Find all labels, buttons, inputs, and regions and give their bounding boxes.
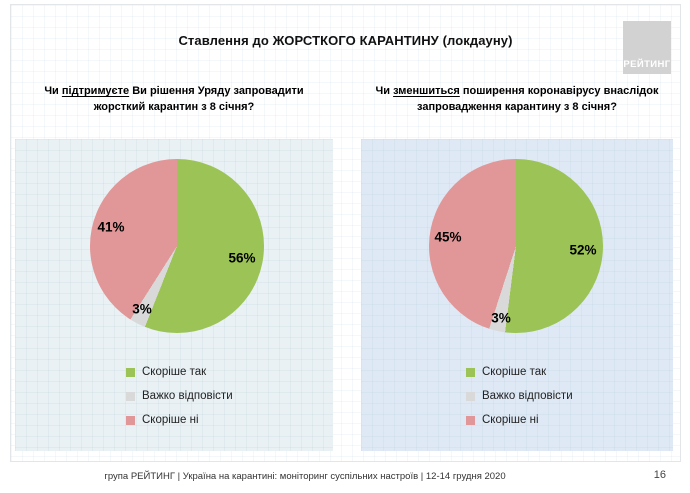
pie-label-no: 41%	[97, 219, 125, 235]
legend-item-no: Скоріше ні	[126, 414, 233, 426]
legend-item-no: Скоріше ні	[466, 414, 573, 426]
question-left-line2: жорсткий карантин з 8 січня?	[93, 101, 255, 113]
slide: Ставлення до ЖОРСТКОГО КАРАНТИНУ (локдау…	[10, 4, 681, 462]
legend-left: Скоріше так Важко відповісти Скоріше ні	[126, 366, 233, 426]
question-right-line2: запровадження карантину з 8 січня?	[417, 101, 617, 113]
question-left-underlined: підтримуєте	[61, 85, 130, 97]
question-title-left: Чи підтримуєте Ви рішення Уряду запровад…	[15, 83, 333, 115]
legend-label-hard: Важко відповісти	[482, 390, 573, 402]
footer-source-text: група РЕЙТИНГ | Україна на карантині: мо…	[104, 471, 506, 482]
page-number: 16	[653, 469, 666, 481]
question-left-line1: Чи підтримуєте Ви рішення Уряду запровад…	[15, 83, 333, 99]
legend-swatch-hard	[126, 391, 135, 401]
pie-chart-left	[90, 159, 264, 333]
legend-label-hard: Важко відповісти	[142, 390, 233, 402]
pie-label-hard: 3%	[132, 301, 152, 317]
question-right-line1: Чи зменшиться поширення коронавірусу вна…	[361, 83, 673, 99]
question-title-right: Чи зменшиться поширення коронавірусу вна…	[361, 83, 673, 115]
legend-right: Скоріше так Важко відповісти Скоріше ні	[466, 366, 573, 426]
question-right-prefix: Чи	[375, 85, 394, 97]
rating-logo-text: РЕЙТИНГ	[623, 59, 671, 70]
legend-swatch-hard	[466, 391, 475, 401]
legend-swatch-no	[466, 415, 475, 425]
legend-label-no: Скоріше ні	[482, 414, 539, 426]
legend-swatch-yes	[466, 367, 475, 377]
legend-item-yes: Скоріше так	[126, 366, 233, 378]
legend-item-hard: Важко відповісти	[466, 390, 573, 402]
chart-panel-right: 45% 52% 3% Скоріше так Важко відповісти …	[361, 139, 673, 451]
pie-chart-right	[429, 159, 603, 333]
question-left-rest: Ви рішення Уряду запровадити	[129, 85, 304, 97]
legend-label-no: Скоріше ні	[142, 414, 199, 426]
pie-label-yes: 52%	[569, 242, 597, 258]
rating-logo: РЕЙТИНГ	[623, 21, 671, 74]
pie-label-hard: 3%	[491, 310, 511, 326]
legend-label-yes: Скоріше так	[482, 366, 547, 378]
pie-label-no: 45%	[434, 229, 462, 245]
question-left-prefix: Чи	[44, 85, 62, 97]
legend-swatch-yes	[126, 367, 135, 377]
pie-label-yes: 56%	[228, 250, 256, 266]
legend-item-yes: Скоріше так	[466, 366, 573, 378]
slide-title: Ставлення до ЖОРСТКОГО КАРАНТИНУ (локдау…	[178, 33, 513, 48]
legend-item-hard: Важко відповісти	[126, 390, 233, 402]
chart-panel-left: 41% 56% 3% Скоріше так Важко відповісти …	[15, 139, 333, 451]
legend-label-yes: Скоріше так	[142, 366, 207, 378]
question-right-rest: поширення коронавірусу внаслідок	[459, 85, 659, 97]
legend-swatch-no	[126, 415, 135, 425]
question-right-underlined: зменшиться	[393, 85, 460, 97]
